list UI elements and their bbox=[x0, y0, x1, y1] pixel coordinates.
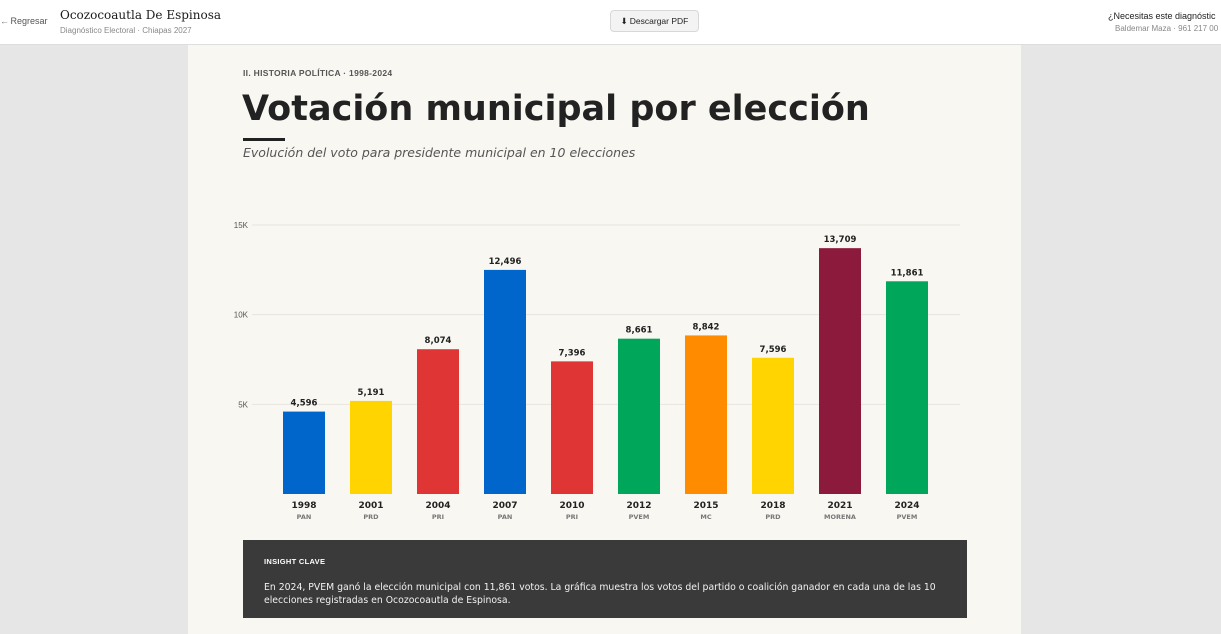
report-page: II. HISTORIA POLÍTICA · 1998-2024 Votaci… bbox=[188, 45, 1021, 634]
party-label: PRI bbox=[432, 513, 444, 521]
section-kicker: II. HISTORIA POLÍTICA · 1998-2024 bbox=[243, 68, 393, 78]
y-tick-label: 15K bbox=[234, 221, 249, 230]
title-underline bbox=[243, 138, 285, 141]
bar bbox=[417, 349, 459, 494]
party-label: PRI bbox=[566, 513, 578, 521]
x-tick-label: 2004 bbox=[425, 501, 450, 511]
bar bbox=[484, 269, 526, 494]
x-tick-label: 2018 bbox=[760, 501, 785, 511]
bar bbox=[551, 361, 593, 494]
y-tick-label: 10K bbox=[234, 311, 249, 320]
download-pdf-label: Descargar PDF bbox=[629, 16, 689, 26]
x-tick-label: 2021 bbox=[827, 501, 852, 511]
party-label: PRD bbox=[765, 513, 781, 521]
x-tick-label: 2001 bbox=[358, 501, 383, 511]
help-text[interactable]: ¿Necesitas este diagnóstic bbox=[1108, 11, 1216, 21]
data-label: 5,191 bbox=[358, 388, 385, 398]
back-button[interactable]: ← Regresar bbox=[0, 16, 48, 26]
y-tick-label: 5K bbox=[238, 400, 248, 409]
download-pdf-button[interactable]: ⬇ Descargar PDF bbox=[610, 10, 699, 32]
party-label: MC bbox=[700, 513, 711, 521]
insight-text: En 2024, PVEM ganó la elección municipal… bbox=[264, 582, 936, 606]
page-subtitle: Evolución del voto para presidente munic… bbox=[243, 145, 636, 160]
data-label: 7,596 bbox=[760, 345, 787, 355]
bar bbox=[685, 335, 727, 494]
download-icon: ⬇ bbox=[620, 15, 628, 26]
data-label: 8,661 bbox=[626, 326, 653, 336]
bar bbox=[618, 338, 660, 494]
document-title: Ocozocoautla De Espinosa bbox=[60, 8, 222, 22]
x-tick-label: 2012 bbox=[626, 501, 651, 511]
bar bbox=[819, 248, 861, 494]
votes-bar-chart: 5K 10K 15K 4,596 1998 PAN 5,191 2001 PRD 8,074 200… bbox=[234, 221, 960, 521]
bar bbox=[752, 357, 794, 494]
party-label: MORENA bbox=[824, 513, 856, 521]
arrow-left-icon: ← bbox=[0, 16, 9, 26]
party-label: PRD bbox=[363, 513, 379, 521]
contact-text: Baldemar Maza · 961 217 00 bbox=[1115, 24, 1219, 33]
bar bbox=[886, 281, 928, 494]
party-label: PAN bbox=[498, 513, 513, 521]
document-subtitle: Diagnóstico Electoral · Chiapas 2027 bbox=[60, 26, 192, 35]
back-label: Regresar bbox=[10, 16, 48, 26]
x-tick-label: 2015 bbox=[693, 501, 718, 511]
party-label: PVEM bbox=[629, 513, 650, 521]
bar bbox=[283, 411, 325, 494]
data-label: 4,596 bbox=[291, 399, 318, 409]
x-tick-label: 2024 bbox=[894, 501, 919, 511]
bar bbox=[350, 400, 392, 494]
x-tick-label: 2007 bbox=[492, 501, 517, 511]
insight-label: INSIGHT CLAVE bbox=[264, 557, 326, 566]
data-label: 7,396 bbox=[559, 348, 586, 358]
insight-box: INSIGHT CLAVE En 2024, PVEM ganó la elec… bbox=[243, 540, 967, 618]
data-label: 8,842 bbox=[693, 322, 720, 332]
page-title: Votación municipal por elección bbox=[242, 89, 870, 129]
data-label: 11,861 bbox=[891, 268, 924, 278]
party-label: PVEM bbox=[897, 513, 918, 521]
data-label: 8,074 bbox=[425, 336, 452, 346]
x-tick-label: 1998 bbox=[291, 501, 316, 511]
party-label: PAN bbox=[297, 513, 312, 521]
data-label: 13,709 bbox=[824, 235, 857, 245]
x-tick-label: 2010 bbox=[559, 501, 584, 511]
top-bar: ← Regresar Ocozocoautla De Espinosa Diag… bbox=[0, 0, 1221, 45]
data-label: 12,496 bbox=[489, 257, 522, 267]
